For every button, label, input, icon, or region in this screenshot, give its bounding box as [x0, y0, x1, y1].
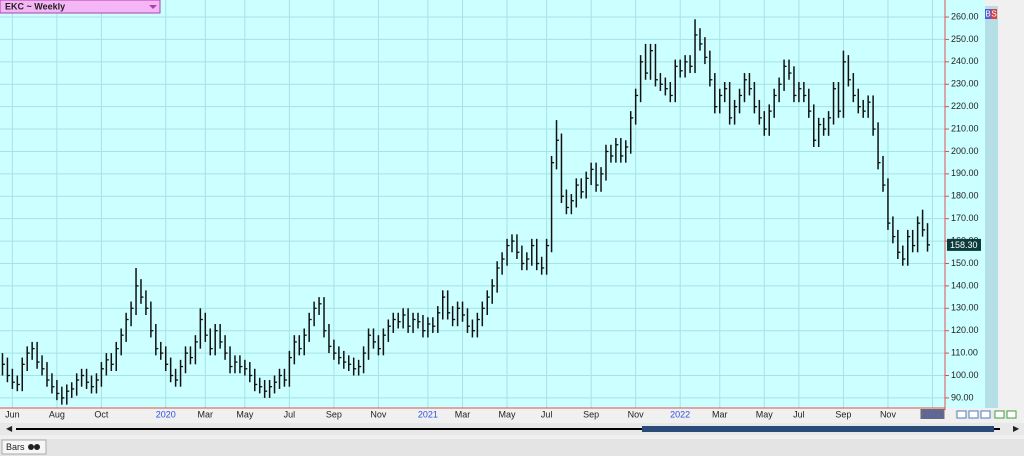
y-tick-label: 140.00 [951, 280, 979, 290]
y-tick-label: 150.00 [951, 258, 979, 268]
y-tick-label: 240.00 [951, 56, 979, 66]
y-tick-label: 130.00 [951, 303, 979, 313]
tool-button[interactable] [994, 410, 1005, 419]
x-tick-label: May [756, 409, 774, 419]
tab[interactable] [1, 439, 47, 455]
y-tick-label: 90.00 [951, 392, 974, 402]
tool-button[interactable] [956, 410, 967, 419]
x-tick-label: Nov [370, 409, 387, 419]
tool-button[interactable] [980, 410, 991, 419]
x-tick-label: Sep [835, 409, 851, 419]
year-box [920, 409, 945, 419]
x-tick-label: 2022 [670, 409, 690, 419]
x-tick-label: Sep [583, 409, 599, 419]
chart-title: EKC ~ Weekly [5, 1, 65, 11]
x-tick-label: Nov [880, 409, 897, 419]
x-tick-label: Aug [49, 409, 65, 419]
last-price-label: 158.30 [950, 240, 978, 250]
y-tick-label: 110.00 [951, 347, 978, 357]
x-tick-label: Jul [284, 409, 296, 419]
x-tick-label: Oct [94, 409, 109, 419]
y-tick-label: 260.00 [951, 11, 979, 21]
y-tick-label: 200.00 [951, 146, 979, 156]
plot-area [0, 0, 945, 408]
x-tick-label: Sep [326, 409, 342, 419]
x-tick-label: Mar [712, 409, 728, 419]
tool-button[interactable] [1006, 410, 1017, 419]
x-tick-label: Jun [5, 409, 20, 419]
tab-label: Bars [6, 442, 25, 452]
x-tick-label: Jul [541, 409, 553, 419]
x-tick-label: Mar [455, 409, 471, 419]
tab-icon [34, 444, 40, 450]
tab-bar [0, 439, 1024, 456]
x-tick-label: 2021 [418, 409, 438, 419]
side-label: S [991, 10, 996, 19]
y-tick-label: 250.00 [951, 34, 979, 44]
bars [1, 19, 931, 405]
side-label: B [985, 10, 990, 19]
title-box[interactable] [0, 0, 161, 14]
y-tick-label: 100.00 [951, 370, 979, 380]
b-box[interactable] [985, 9, 991, 19]
side-strip [985, 6, 998, 408]
x-tick-label: Nov [628, 409, 645, 419]
y-tick-label: 180.00 [951, 191, 979, 201]
y-tick-label: 210.00 [951, 123, 979, 133]
tool-button[interactable] [968, 410, 979, 419]
y-tick-label: 190.00 [951, 168, 979, 178]
x-tick-label: Mar [198, 409, 214, 419]
x-tick-label: 2023 [922, 409, 942, 419]
scroll-thumb[interactable] [642, 426, 994, 432]
x-tick-label: 2020 [156, 409, 176, 419]
x-tick-label: Jul [793, 409, 805, 419]
axis-area [945, 0, 985, 408]
y-tick-label: 170.00 [951, 213, 979, 223]
dropdown-arrow [149, 5, 157, 9]
y-tick-label: 120.00 [951, 325, 979, 335]
tab-icon [28, 444, 34, 450]
scroll-left[interactable]: ◀ [6, 424, 13, 433]
last-price-box [947, 238, 981, 251]
grid [0, 0, 945, 408]
y-tick-label: 230.00 [951, 79, 979, 89]
scroll-right[interactable]: ▶ [1013, 424, 1020, 433]
s-box[interactable] [991, 9, 997, 19]
x-tick-label: May [499, 409, 517, 419]
y-tick-label: 220.00 [951, 101, 979, 111]
x-tick-label: May [236, 409, 254, 419]
